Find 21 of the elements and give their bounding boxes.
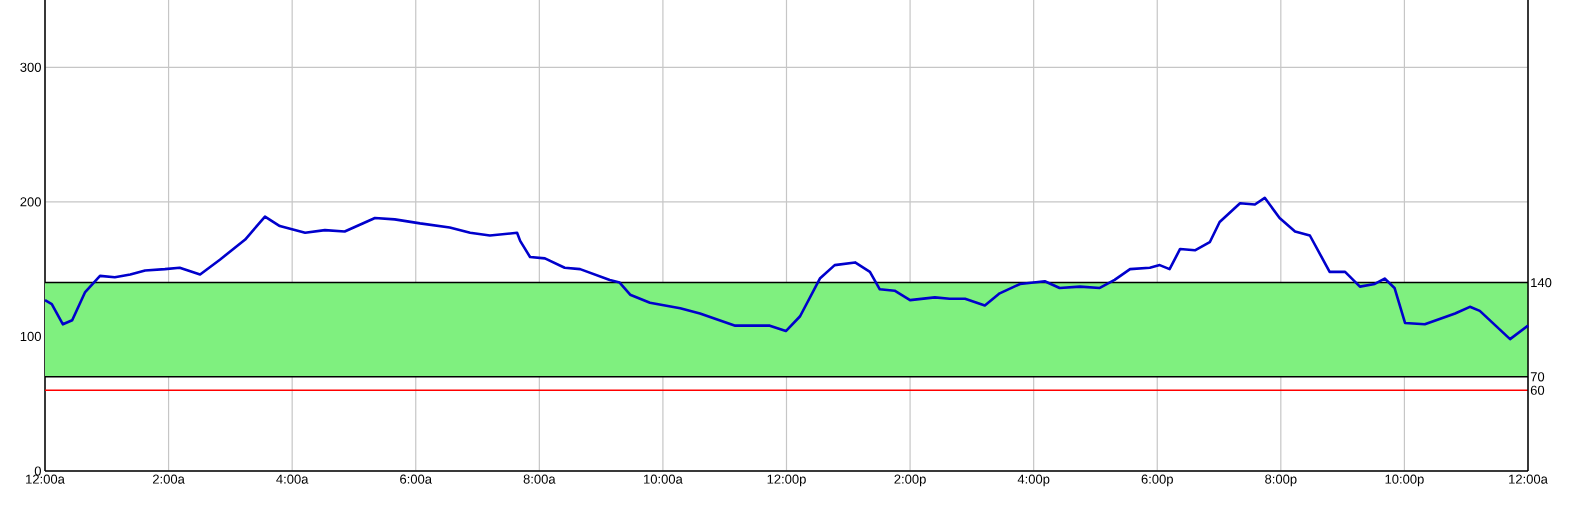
x-tick-label: 8:00a (523, 474, 556, 484)
ref-line-label: 60 (1530, 385, 1545, 395)
y-tick-label: 100 (20, 331, 41, 342)
ref-line-label: 70 (1530, 372, 1545, 382)
x-tick-label: 12:00a (1509, 474, 1548, 484)
ref-line-label: 140 (1531, 278, 1552, 288)
line-series (43, 196, 1530, 341)
x-tick-label: 2:00p (894, 474, 926, 487)
x-tick-label: 8:00p (1265, 474, 1297, 487)
x-tick-label: 6:00p (1141, 474, 1173, 487)
y-tick-label: 300 (20, 62, 41, 72)
x-tick-label: 2:00a (152, 474, 185, 484)
x-tick-label: 10:00a (644, 474, 683, 484)
y-tick-label: 0 (34, 466, 41, 476)
x-tick-label: 12:00p (767, 474, 806, 487)
y-tick-label: 200 (20, 197, 41, 207)
x-tick-label: 12:00a (26, 474, 65, 484)
x-tick-label: 4:00p (1017, 474, 1050, 487)
x-tick-label: 6:00a (400, 474, 433, 484)
x-tick-label: 10:00p (1385, 474, 1424, 487)
x-tick-label: 4:00a (276, 474, 309, 484)
